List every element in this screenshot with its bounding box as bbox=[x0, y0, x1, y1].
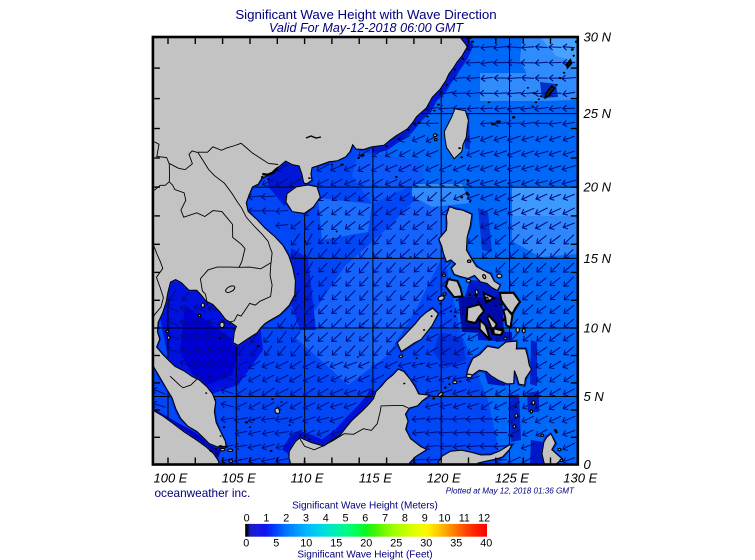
svg-text:10: 10 bbox=[438, 513, 450, 525]
svg-text:10: 10 bbox=[300, 538, 312, 550]
svg-text:30: 30 bbox=[420, 538, 432, 550]
svg-text:130 E: 130 E bbox=[563, 471, 597, 486]
svg-text:0: 0 bbox=[584, 457, 592, 472]
svg-text:Valid For May-12-2018 06:00 GM: Valid For May-12-2018 06:00 GMT bbox=[269, 21, 464, 35]
svg-text:6: 6 bbox=[362, 513, 368, 525]
svg-text:9: 9 bbox=[422, 513, 428, 525]
svg-text:Significant Wave Height (Feet): Significant Wave Height (Feet) bbox=[297, 549, 432, 560]
svg-text:125 E: 125 E bbox=[495, 471, 529, 486]
svg-text:35: 35 bbox=[450, 538, 462, 550]
svg-text:120 E: 120 E bbox=[427, 471, 461, 486]
svg-text:100 E: 100 E bbox=[154, 471, 188, 486]
svg-text:0: 0 bbox=[243, 538, 249, 550]
svg-text:1: 1 bbox=[263, 513, 269, 525]
svg-text:15: 15 bbox=[330, 538, 342, 550]
svg-text:3: 3 bbox=[303, 513, 309, 525]
svg-text:11: 11 bbox=[459, 513, 470, 525]
svg-text:5: 5 bbox=[342, 513, 348, 525]
svg-text:5 N: 5 N bbox=[584, 389, 605, 404]
svg-text:12: 12 bbox=[478, 513, 490, 525]
svg-text:40: 40 bbox=[480, 538, 492, 550]
svg-text:20: 20 bbox=[360, 538, 372, 550]
svg-text:0: 0 bbox=[244, 513, 250, 525]
svg-text:105 E: 105 E bbox=[222, 471, 256, 486]
svg-text:30 N: 30 N bbox=[584, 30, 612, 45]
svg-text:8: 8 bbox=[402, 513, 408, 525]
svg-text:115 E: 115 E bbox=[359, 471, 392, 486]
svg-text:oceanweather inc.: oceanweather inc. bbox=[155, 486, 251, 500]
svg-text:20 N: 20 N bbox=[583, 180, 612, 195]
svg-text:4: 4 bbox=[323, 513, 329, 525]
svg-text:2: 2 bbox=[283, 513, 289, 525]
svg-text:Plotted at May 12, 2018 01:36: Plotted at May 12, 2018 01:36 GMT bbox=[446, 487, 575, 496]
svg-text:25: 25 bbox=[390, 538, 402, 550]
svg-text:5: 5 bbox=[273, 538, 279, 550]
svg-text:Significant Wave Height with W: Significant Wave Height with Wave Direct… bbox=[235, 7, 496, 22]
svg-text:7: 7 bbox=[382, 513, 388, 525]
svg-text:10 N: 10 N bbox=[584, 321, 612, 336]
svg-text:25 N: 25 N bbox=[583, 106, 612, 121]
svg-text:110 E: 110 E bbox=[291, 471, 324, 486]
svg-text:Significant Wave Height (Meter: Significant Wave Height (Meters) bbox=[292, 501, 438, 512]
svg-text:15 N: 15 N bbox=[584, 251, 612, 266]
